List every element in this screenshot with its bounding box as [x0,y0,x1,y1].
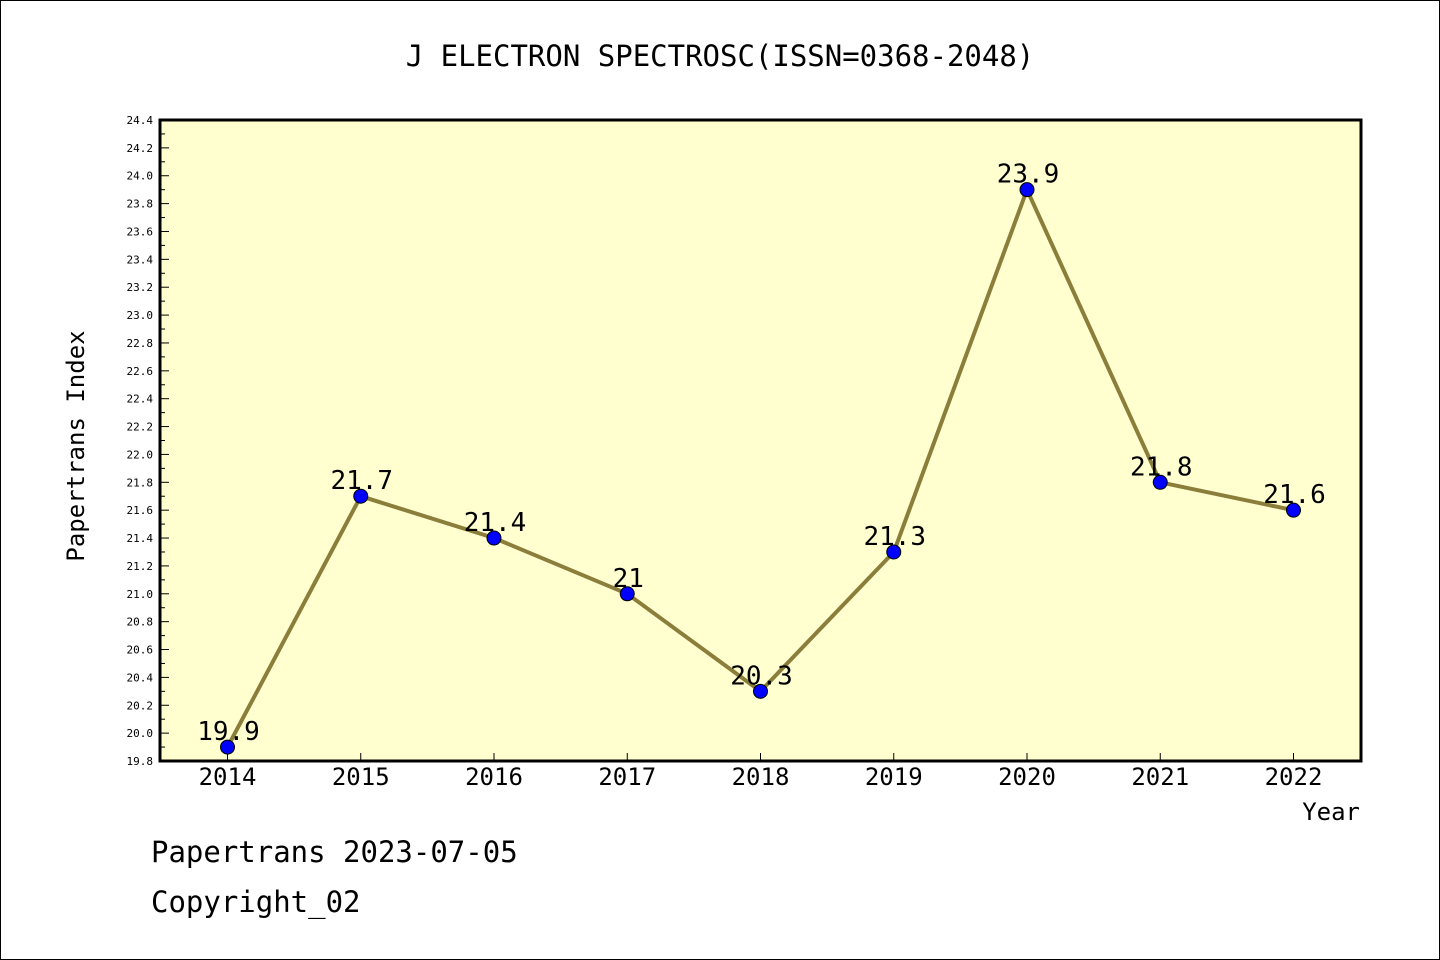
footer-date: Papertrans 2023-07-05 [151,835,518,869]
y-tick-label: 23.0 [127,309,154,322]
y-tick-label: 20.6 [127,644,154,657]
y-tick-label: 22.4 [127,393,154,406]
data-label: 21 [613,564,644,594]
data-point [619,586,635,602]
data-point [1152,474,1168,490]
x-tick-label: 2014 [199,763,257,791]
y-tick-label: 22.8 [127,337,154,350]
data-point [1019,182,1035,198]
y-tick-label: 21.0 [127,588,154,601]
x-tick-label: 2016 [465,763,523,791]
x-tick-label: 2019 [865,763,923,791]
data-label: 21.7 [330,466,393,496]
plot-area [158,118,1363,763]
data-labels: 19.9 21.7 21.4 21 20.3 21.3 23.9 21.8 21.6 [197,160,1326,747]
y-tick-label: 24.2 [127,142,154,155]
x-tick-label: 2022 [1265,763,1323,791]
data-point [486,530,502,546]
x-axis-ticks: 2014 2015 2016 2017 2018 2019 2020 2021 2022 [199,753,1323,791]
data-label: 21.3 [863,522,926,552]
data-label: 19.9 [197,717,260,747]
footer-copyright: Copyright_02 [151,885,361,919]
y-tick-label: 21.2 [127,560,154,573]
x-tick-label: 2021 [1131,763,1189,791]
y-tick-label: 23.4 [127,253,154,266]
data-point [753,683,768,699]
y-tick-label: 23.2 [127,281,154,294]
y-tick-label: 23.6 [127,225,154,238]
x-tick-label: 2015 [332,763,390,791]
y-tick-label: 20.2 [127,699,154,712]
series-markers [220,182,1301,755]
y-tick-label: 23.8 [127,198,154,211]
chart-title: J ELECTRON SPECTROSC(ISSN=0368-2048) [406,39,1035,73]
data-label: 21.8 [1130,452,1193,482]
data-label: 21.6 [1263,480,1326,510]
y-tick-label: 20.8 [127,616,154,629]
data-label: 20.3 [730,661,793,691]
data-point [220,739,235,755]
data-point [353,488,369,504]
data-point [886,544,902,560]
x-tick-label: 2020 [998,763,1056,791]
y-tick-label: 22.2 [127,421,154,434]
y-tick-label: 24.4 [127,114,154,127]
x-tick-label: 2018 [732,763,790,791]
x-tick-label: 2017 [598,763,656,791]
y-tick-label: 22.6 [127,365,154,378]
y-tick-label: 21.6 [127,504,154,517]
y-tick-label: 22.0 [127,448,154,461]
data-label: 21.4 [464,508,527,538]
data-point [1286,502,1301,518]
x-axis-label: Year [1302,798,1360,826]
y-axis-ticks: 19.8 20.0 20.2 20.4 20.6 20.8 21.0 21.2 21.4 21.6… [127,114,169,768]
y-axis-label: Papertrans Index [62,330,90,561]
y-tick-label: 19.8 [127,755,154,768]
y-tick-label: 20.0 [127,727,154,740]
y-tick-label: 20.4 [127,671,154,684]
data-label: 23.9 [997,160,1060,190]
y-tick-label: 24.0 [127,170,154,183]
y-tick-label: 21.8 [127,476,154,489]
y-tick-label: 21.4 [127,532,154,545]
